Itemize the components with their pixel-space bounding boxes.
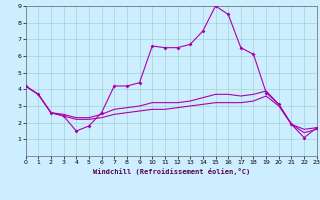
X-axis label: Windchill (Refroidissement éolien,°C): Windchill (Refroidissement éolien,°C) <box>92 168 250 175</box>
